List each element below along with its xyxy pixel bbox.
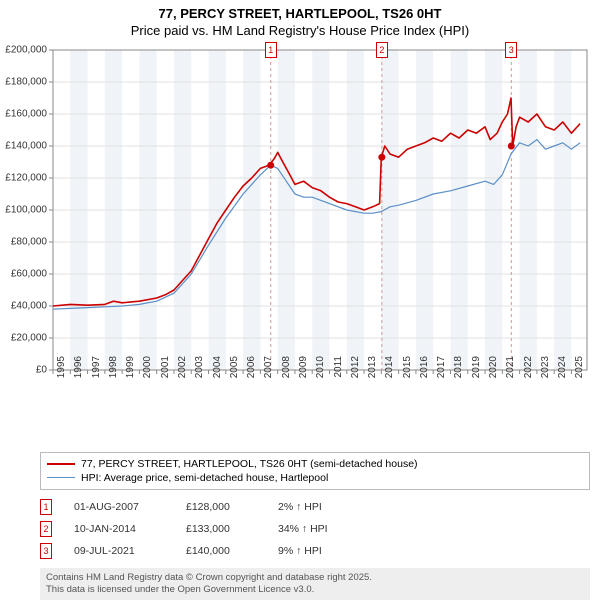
y-axis-label: £160,000: [5, 108, 47, 119]
y-axis-label: £40,000: [5, 300, 47, 311]
x-axis-label: 2017: [436, 356, 447, 388]
transaction-marker: 1: [40, 499, 52, 515]
x-axis-label: 2008: [281, 356, 292, 388]
x-axis-label: 2021: [505, 356, 516, 388]
legend-swatch: [47, 477, 75, 478]
legend-label: 77, PERCY STREET, HARTLEPOOL, TS26 0HT (…: [81, 458, 418, 470]
y-axis-label: £80,000: [5, 236, 47, 247]
x-axis-label: 1995: [56, 356, 67, 388]
x-axis-label: 2022: [523, 356, 534, 388]
x-axis-label: 2025: [574, 356, 585, 388]
footer-attribution: Contains HM Land Registry data © Crown c…: [40, 568, 590, 600]
x-axis-label: 2024: [557, 356, 568, 388]
x-axis-label: 2001: [160, 356, 171, 388]
x-axis-label: 2012: [350, 356, 361, 388]
transaction-pct: 9% ↑ HPI: [278, 545, 358, 557]
y-axis-label: £200,000: [5, 44, 47, 55]
y-axis-label: £140,000: [5, 140, 47, 151]
transaction-price: £140,000: [186, 545, 256, 557]
transaction-date: 09-JUL-2021: [74, 545, 164, 557]
legend: 77, PERCY STREET, HARTLEPOOL, TS26 0HT (…: [40, 452, 590, 490]
x-axis-label: 2018: [453, 356, 464, 388]
title-line2: Price paid vs. HM Land Registry's House …: [0, 23, 600, 40]
title-line1: 77, PERCY STREET, HARTLEPOOL, TS26 0HT: [0, 6, 600, 23]
x-axis-label: 2004: [212, 356, 223, 388]
x-axis-label: 2014: [384, 356, 395, 388]
chart-title: 77, PERCY STREET, HARTLEPOOL, TS26 0HT P…: [0, 0, 600, 40]
transaction-pct: 2% ↑ HPI: [278, 501, 358, 513]
x-axis-label: 2013: [367, 356, 378, 388]
y-axis-label: £0: [5, 364, 47, 375]
transaction-date: 10-JAN-2014: [74, 523, 164, 535]
x-axis-label: 2020: [488, 356, 499, 388]
y-axis-label: £20,000: [5, 332, 47, 343]
x-axis-label: 2023: [540, 356, 551, 388]
x-axis-label: 2011: [333, 356, 344, 388]
transaction-price: £128,000: [186, 501, 256, 513]
x-axis-label: 2015: [402, 356, 413, 388]
x-axis-label: 1999: [125, 356, 136, 388]
footer-line2: This data is licensed under the Open Gov…: [46, 584, 584, 596]
x-axis-label: 2005: [229, 356, 240, 388]
y-axis-label: £180,000: [5, 76, 47, 87]
transaction-pct: 34% ↑ HPI: [278, 523, 358, 535]
x-axis-label: 2007: [263, 356, 274, 388]
transaction-row: 2 10-JAN-2014 £133,000 34% ↑ HPI: [40, 518, 590, 540]
transaction-marker: 2: [40, 521, 52, 537]
x-axis-label: 2006: [246, 356, 257, 388]
x-axis-label: 1996: [73, 356, 84, 388]
transaction-date: 01-AUG-2007: [74, 501, 164, 513]
legend-item: HPI: Average price, semi-detached house,…: [47, 471, 583, 485]
y-axis-label: £100,000: [5, 204, 47, 215]
sale-marker: 2: [376, 42, 388, 58]
footer-line1: Contains HM Land Registry data © Crown c…: [46, 572, 584, 584]
x-axis-label: 2019: [471, 356, 482, 388]
transaction-table: 1 01-AUG-2007 £128,000 2% ↑ HPI 2 10-JAN-2014…: [40, 496, 590, 562]
y-axis-label: £120,000: [5, 172, 47, 183]
legend-swatch: [47, 463, 75, 465]
chart-area: £0 £20,000 £40,000 £60,000 £80,000 £100,000 £1…: [5, 44, 595, 414]
y-axis-label: £60,000: [5, 268, 47, 279]
x-axis-label: 2003: [194, 356, 205, 388]
legend-label: HPI: Average price, semi-detached house,…: [81, 472, 328, 484]
transaction-price: £133,000: [186, 523, 256, 535]
transaction-marker: 3: [40, 543, 52, 559]
transaction-row: 3 09-JUL-2021 £140,000 9% ↑ HPI: [40, 540, 590, 562]
chart-container: 77, PERCY STREET, HARTLEPOOL, TS26 0HT P…: [0, 0, 600, 590]
x-axis-label: 2002: [177, 356, 188, 388]
sale-marker: 3: [505, 42, 517, 58]
x-axis-label: 2009: [298, 356, 309, 388]
sale-marker: 1: [265, 42, 277, 58]
legend-item: 77, PERCY STREET, HARTLEPOOL, TS26 0HT (…: [47, 457, 583, 471]
x-axis-label: 1998: [108, 356, 119, 388]
transaction-row: 1 01-AUG-2007 £128,000 2% ↑ HPI: [40, 496, 590, 518]
x-axis-label: 2016: [419, 356, 430, 388]
x-axis-label: 2010: [315, 356, 326, 388]
x-axis-label: 1997: [91, 356, 102, 388]
x-axis-label: 2000: [142, 356, 153, 388]
